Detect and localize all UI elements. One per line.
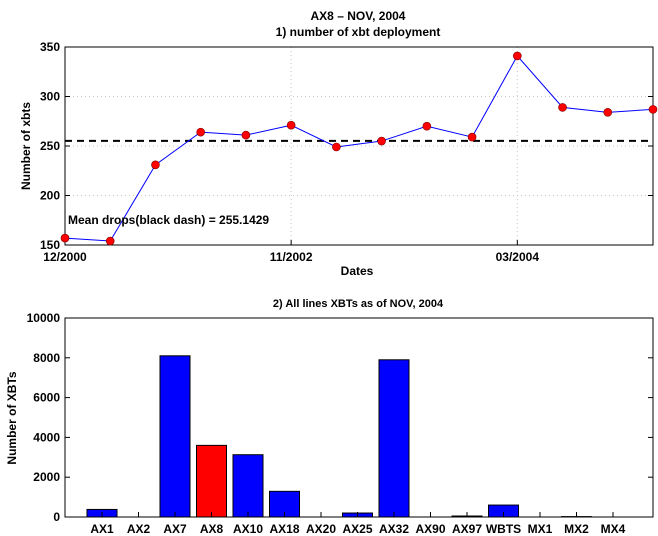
chart2-y-ticks: 0 2000 4000 6000 8000 10000 <box>27 311 653 524</box>
chart2-x-tick-label: AX8 <box>200 522 224 536</box>
chart2-x-tick-label: AX32 <box>379 522 409 536</box>
chart2-y-tick-label: 0 <box>53 510 60 524</box>
chart1-grid <box>65 47 653 245</box>
chart1-title: 1) number of xbt deployment <box>276 25 441 39</box>
data-point <box>105 236 115 246</box>
chart2-x-tick-label: AX18 <box>269 522 299 536</box>
figure-title: AX8 – NOV, 2004 <box>311 9 406 23</box>
mean-annotation: Mean drops(black dash) = 255.1429 <box>68 213 269 227</box>
bar-ax8 <box>196 444 227 518</box>
data-point <box>603 108 613 117</box>
chart2-y-tick-label: 8000 <box>33 351 60 365</box>
chart2-x-tick-label: MX2 <box>564 522 589 536</box>
chart2-x-tick-label: AX1 <box>90 522 114 536</box>
chart2-x-tick-label: AX25 <box>342 522 372 536</box>
chart2-y-tick-label: 4000 <box>33 430 60 444</box>
chart1-x-tick-label: 12/2000 <box>43 250 87 264</box>
data-point <box>513 51 522 61</box>
data-point <box>241 130 251 140</box>
bar-ax32 <box>378 359 410 518</box>
data-point <box>332 142 341 152</box>
data-point <box>60 233 70 243</box>
chart1-y-tick-label: 350 <box>40 40 60 54</box>
chart2-y-tick-label: 2000 <box>33 470 60 484</box>
chart2-bars <box>86 355 592 518</box>
chart2-title: 2) All lines XBTs as of NOV, 2004 <box>273 298 444 310</box>
series-line <box>64 55 654 242</box>
chart2-x-tick-label: AX10 <box>233 522 263 536</box>
chart1-y-ticks: 150 200 250 300 350 <box>40 40 653 252</box>
chart2-x-tick-label: WBTS <box>486 522 521 536</box>
chart2-x-tick-label: AX97 <box>452 522 482 536</box>
data-point <box>467 132 477 142</box>
chart2-axes-box <box>64 317 654 518</box>
chart2-y-tick-label: 6000 <box>33 391 60 405</box>
chart1-points <box>60 51 658 246</box>
data-point <box>558 103 567 112</box>
chart1-x-tick-label: 03/2004 <box>496 250 540 264</box>
data-point <box>377 136 386 146</box>
data-point <box>286 120 296 130</box>
chart2-x-tick-label: AX20 <box>306 522 336 536</box>
data-point <box>151 160 160 170</box>
chart2-x-tick-label: AX90 <box>415 522 445 536</box>
chart2-x-tick-label: AX7 <box>163 522 187 536</box>
chart1-x-tick-label: 11/2002 <box>270 250 313 264</box>
chart1-xlabel: Dates <box>341 264 374 278</box>
data-point <box>422 121 432 131</box>
data-point <box>196 127 205 137</box>
chart2-x-tick-label: AX2 <box>127 522 151 536</box>
data-point <box>648 105 658 114</box>
chart1-y-tick-label: 150 <box>40 238 60 252</box>
chart1-y-tick-label: 250 <box>40 139 60 153</box>
chart2-y-tick-label: 10000 <box>27 311 61 325</box>
chart2-x-tick-label: MX4 <box>601 522 626 536</box>
chart1-y-tick-label: 200 <box>40 189 60 203</box>
chart2-ylabel: Number of XBTs <box>5 371 19 464</box>
chart2-x-ticks: AX1 AX2 AX7 AX8 AX10 AX18 AX20 AX25 AX32 AX90 AX97… <box>90 512 626 536</box>
chart1-y-tick-label: 300 <box>40 90 60 104</box>
chart1-ylabel: Number of xbts <box>19 102 33 190</box>
chart1: 150 200 250 300 350 12/2000 11/2002 03/2004 Me… <box>19 40 658 278</box>
bar-ax7 <box>159 355 191 518</box>
chart1-x-ticks: 12/2000 11/2002 03/2004 <box>43 240 539 264</box>
chart2-x-tick-label: MX1 <box>528 522 553 536</box>
bar-ax10 <box>232 454 264 518</box>
